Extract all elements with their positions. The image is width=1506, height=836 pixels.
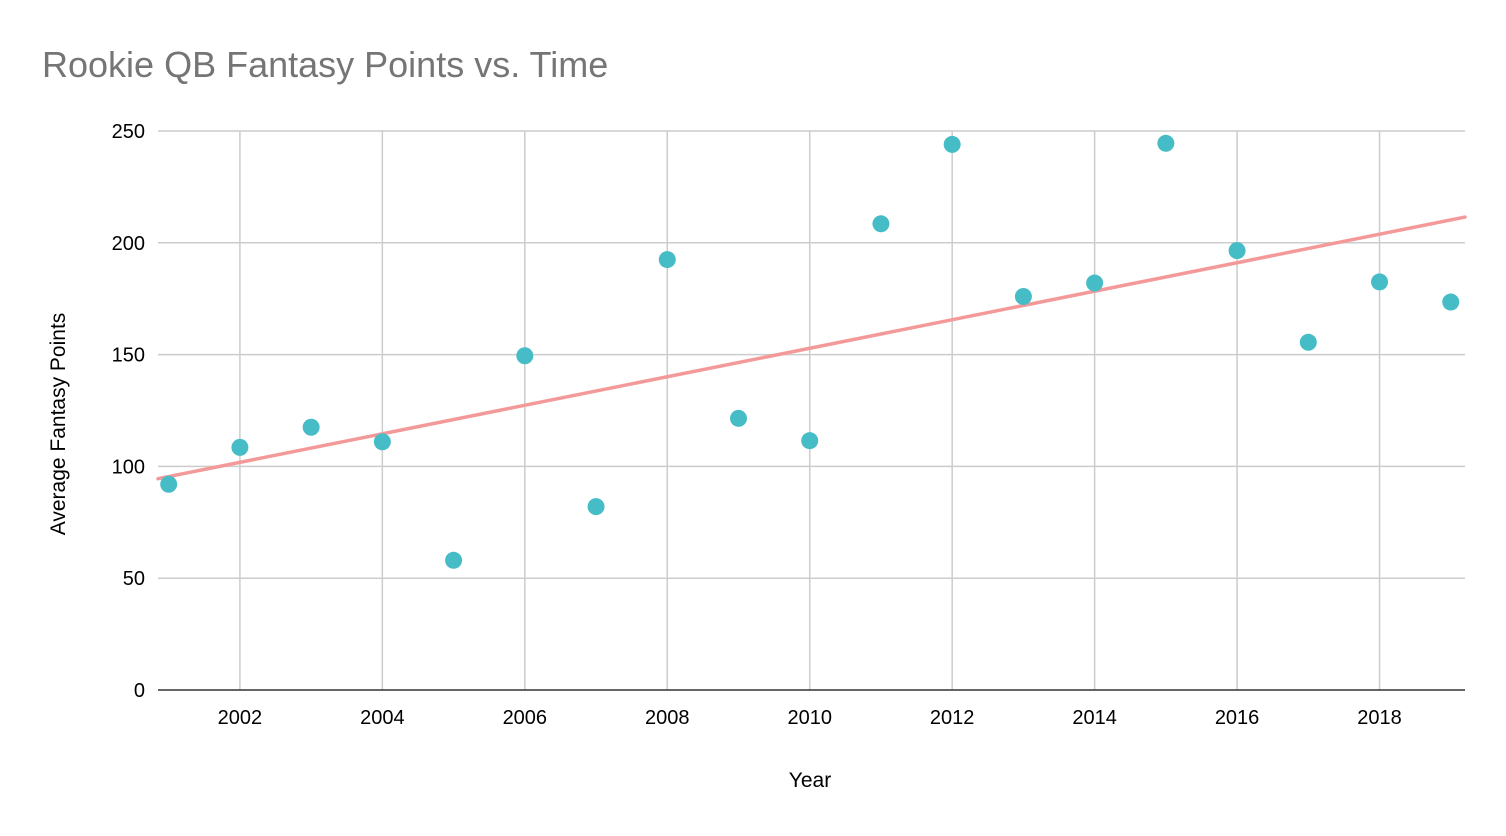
x-tick-label: 2008 — [645, 707, 690, 729]
data-point — [1086, 274, 1104, 292]
grid-lines — [158, 130, 1465, 690]
tick-labels: 0 50 100 150 200 250 2002 2004 2006 2008 2010 2012 2… — [112, 121, 1402, 729]
data-point — [302, 418, 320, 436]
y-tick-label: 0 — [134, 680, 145, 702]
x-tick-label: 2010 — [787, 707, 832, 729]
y-tick-label: 50 — [123, 568, 145, 590]
data-point — [1157, 134, 1175, 152]
data-point — [160, 475, 178, 493]
data-point — [1228, 242, 1246, 260]
y-tick-label: 250 — [112, 121, 145, 143]
data-point — [516, 347, 534, 365]
data-point — [801, 432, 819, 450]
data-point — [587, 498, 605, 516]
data-point — [729, 409, 747, 427]
data-point — [1371, 273, 1389, 291]
x-tick-label: 2004 — [360, 707, 405, 729]
data-point — [943, 135, 961, 153]
x-tick-label: 2012 — [930, 707, 975, 729]
data-point — [658, 251, 676, 269]
y-tick-label: 150 — [112, 345, 145, 367]
data-point — [1014, 287, 1032, 305]
x-tick-label: 2014 — [1072, 707, 1117, 729]
y-axis-label: Average Fantasy Points — [47, 313, 70, 536]
trendline — [156, 215, 1467, 481]
x-tick-label: 2006 — [503, 707, 548, 729]
data-point — [373, 433, 391, 451]
data-point — [445, 551, 463, 569]
chart-title: Rookie QB Fantasy Points vs. Time — [42, 44, 609, 85]
x-tick-label: 2016 — [1215, 707, 1260, 729]
x-tick-label: 2002 — [218, 707, 263, 729]
data-points — [160, 134, 1460, 569]
data-point — [1299, 333, 1317, 351]
data-point — [872, 215, 890, 233]
data-point — [1442, 293, 1460, 311]
data-point — [231, 438, 249, 456]
y-tick-label: 200 — [112, 233, 145, 255]
x-tick-label: 2018 — [1357, 707, 1402, 729]
trendline-layer — [156, 215, 1467, 481]
y-tick-label: 100 — [112, 456, 145, 478]
x-axis-label: Year — [789, 769, 831, 792]
